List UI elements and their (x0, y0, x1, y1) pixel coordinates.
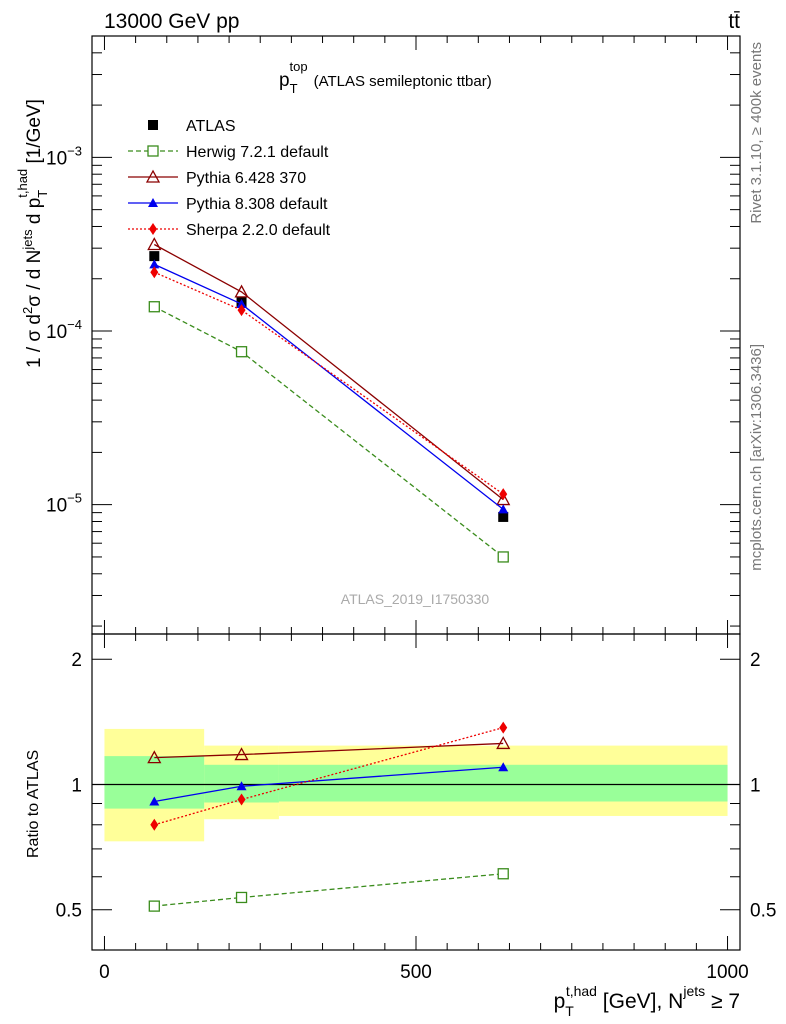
ratio-point-herwig-7-2-1-default (497, 868, 509, 880)
ratio-y-tick-label-left: 1 (71, 775, 82, 796)
data-point-pythia-8-308-default (498, 504, 509, 514)
ratio-point-pythia-6-428-370 (147, 750, 162, 764)
legend-marker-herwig-7-2-1-default (147, 145, 159, 157)
legend-marker-pythia-8-308-default (148, 198, 158, 207)
legend-marker-pythia-6-428-370 (145, 169, 161, 183)
ratio-y-tick-label-right: 2 (750, 650, 761, 671)
series-line-pythia-6-428-370 (153, 243, 504, 501)
ratio-series-pythia-8-308-default (149, 762, 509, 806)
ratio-y-tick-label-left: 2 (71, 650, 82, 671)
legend-label-atlas: ATLAS (186, 118, 236, 135)
legend-item-pythia-8-308-default: Pythia 8.308 default (128, 196, 328, 213)
ratio-line-herwig-7-2-1-default (154, 873, 504, 907)
ratio-panel-frame (91, 633, 741, 951)
x-tick-label: 1000 (706, 962, 748, 983)
series-line-herwig-7-2-1-default (154, 306, 504, 558)
energy-label: 13000 GeV pp (104, 10, 239, 33)
ratio-y-tick-label-left: 0.5 (56, 901, 82, 922)
ratio-line-pythia-6-428-370 (154, 742, 504, 759)
legend-item-sherpa-2-2-0-default: Sherpa 2.2.0 default (128, 222, 331, 239)
ratio-point-sherpa-2-2-0-default (150, 818, 159, 831)
main-y-axis-label: 1 / σ d2σ / d Njets d pTt,had [1/GeV] (15, 99, 50, 368)
legend: ATLAS Herwig 7.2.1 default Pythia 6.428 37… (128, 118, 331, 239)
ratio-point-pythia-6-428-370 (496, 736, 511, 750)
legend-item-herwig-7-2-1-default: Herwig 7.2.1 default (128, 144, 329, 161)
mcplots-label: mcplots.cern.ch [arXiv:1306.3436] (748, 344, 765, 571)
ratio-panel: 2 2 1 1 0.5 0.5 0 500 1000 (56, 634, 776, 983)
analysis-watermark: ATLAS_2019_I1750330 (341, 591, 490, 607)
data-point-herwig-7-2-1-default (148, 301, 160, 313)
ratio-y-tick-label-right: 1 (750, 775, 761, 796)
legend-item-atlas: ATLAS (148, 118, 236, 135)
main-title: pTtop(ATLAS semileptonic ttbar) (279, 59, 492, 96)
rivet-version-label: Rivet 3.1.10, ≥ 400k events (748, 42, 765, 224)
ratio-series-sherpa-2-2-0-default (150, 721, 508, 831)
x-axis-label: pTt,had [GeV], Njets ≥ 7 (554, 983, 740, 1019)
data-point-atlas (149, 251, 160, 262)
ratio-point-pythia-6-428-370 (234, 747, 249, 761)
legend-marker-atlas (148, 120, 158, 130)
ratio-y-tick-label-right: 0.5 (750, 901, 776, 922)
legend-label-sherpa-2-2-0-default: Sherpa 2.2.0 default (186, 222, 331, 239)
data-point-sherpa-2-2-0-default (237, 304, 246, 317)
data-point-pythia-8-308-default (149, 259, 160, 269)
ratio-point-herwig-7-2-1-default (235, 891, 248, 904)
series-sherpa-2-2-0-default (150, 266, 508, 501)
data-point-herwig-7-2-1-default (235, 346, 248, 358)
legend-marker-sherpa-2-2-0-default (149, 223, 157, 235)
main-y-tick-label: 10−4 (46, 317, 82, 343)
data-point-sherpa-2-2-0-default (499, 488, 508, 501)
main-y-tick-label: 10−5 (46, 491, 82, 517)
process-label: tt̄ (728, 10, 740, 33)
series-atlas (149, 251, 509, 522)
x-tick-label: 0 (99, 962, 110, 983)
ratio-y-axis-label: Ratio to ATLAS (25, 750, 42, 858)
ratio-series-pythia-6-428-370 (147, 736, 511, 764)
series-herwig-7-2-1-default (148, 301, 509, 563)
ratio-point-pythia-8-308-default (498, 762, 509, 772)
legend-label-herwig-7-2-1-default: Herwig 7.2.1 default (186, 144, 329, 161)
data-point-pythia-8-308-default (236, 299, 247, 309)
data-point-pythia-6-428-370 (234, 284, 249, 298)
legend-label-pythia-6-428-370: Pythia 6.428 370 (186, 170, 306, 187)
legend-label-pythia-8-308-default: Pythia 8.308 default (186, 196, 328, 213)
legend-item-pythia-6-428-370: Pythia 6.428 370 (128, 169, 306, 187)
series-pythia-8-308-default (149, 259, 509, 514)
ratio-point-herwig-7-2-1-default (148, 900, 160, 912)
ratio-series-herwig-7-2-1-default (148, 868, 509, 912)
data-point-herwig-7-2-1-default (497, 551, 509, 563)
main-panel: 10−3 10−4 10−5 (46, 35, 740, 634)
ratio-point-sherpa-2-2-0-default (499, 721, 508, 734)
x-tick-label: 500 (400, 962, 432, 983)
series-line-pythia-8-308-default (154, 263, 504, 510)
data-point-pythia-6-428-370 (147, 237, 162, 251)
series-line-sherpa-2-2-0-default (154, 271, 504, 495)
main-y-tick-label: 10−3 (46, 143, 82, 169)
data-point-sherpa-2-2-0-default (150, 266, 159, 279)
data-point-atlas (498, 511, 509, 522)
ratio-point-pythia-8-308-default (236, 781, 247, 791)
ratio-point-pythia-8-308-default (149, 796, 160, 806)
ratio-point-sherpa-2-2-0-default (237, 793, 246, 806)
